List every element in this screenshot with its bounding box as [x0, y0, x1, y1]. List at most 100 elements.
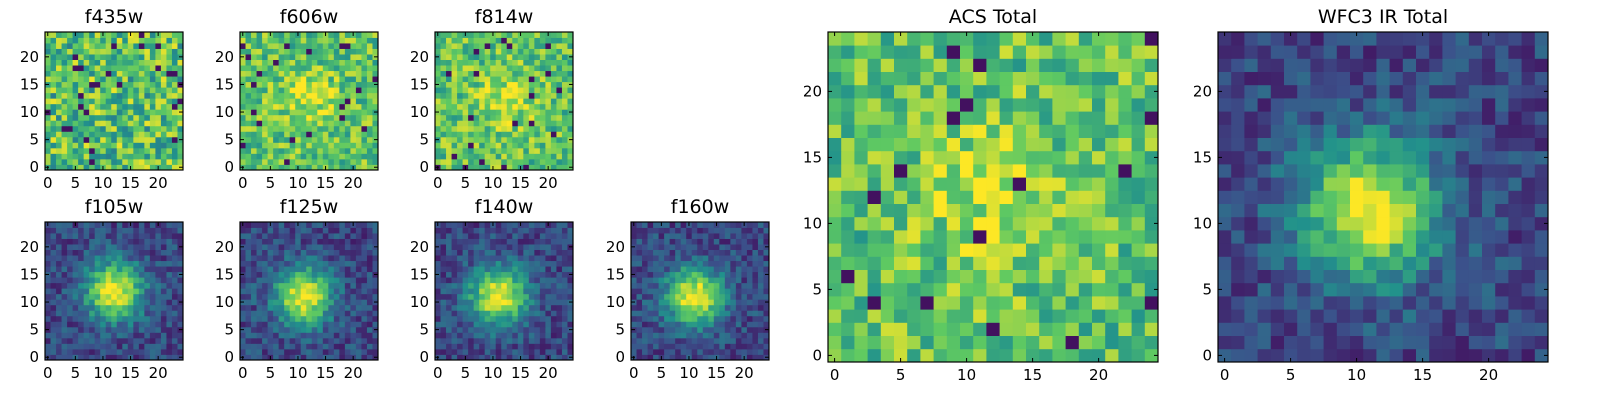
heatmap-cell — [116, 343, 123, 350]
heatmap-cell — [702, 293, 709, 300]
heatmap-cell — [708, 310, 715, 317]
heatmap-cell — [171, 332, 178, 339]
heatmap-cell — [144, 266, 151, 273]
heatmap-cell — [999, 282, 1014, 297]
heatmap-cell — [642, 321, 648, 328]
x-tick-label: 0 — [629, 364, 639, 382]
heatmap-cell — [311, 337, 318, 344]
heatmap-cell — [691, 271, 698, 278]
heatmap-cell — [166, 70, 173, 77]
heatmap-cell — [166, 304, 173, 311]
heatmap-cell — [355, 92, 362, 99]
heatmap-cell — [440, 131, 447, 138]
heatmap-cell — [669, 337, 676, 344]
heatmap-cell — [262, 277, 268, 284]
heatmap-cell — [78, 70, 85, 77]
heatmap-cell — [440, 332, 447, 339]
heatmap-cell — [78, 222, 85, 228]
heatmap-cell — [100, 76, 107, 83]
heatmap-cell — [828, 296, 842, 310]
heatmap-cell — [127, 282, 134, 289]
heatmap-cell — [83, 249, 90, 256]
heatmap-cell — [50, 136, 57, 143]
heatmap-cell — [556, 158, 563, 165]
heatmap-cell — [72, 37, 79, 44]
heatmap-cell — [245, 48, 252, 55]
heatmap-cell — [550, 288, 557, 295]
heatmap-cell — [880, 230, 895, 244]
heatmap-cell — [636, 293, 643, 300]
heatmap-cell — [67, 244, 73, 250]
heatmap-cell — [528, 65, 535, 72]
heatmap-cell — [647, 238, 654, 245]
heatmap-cell — [495, 249, 502, 256]
heatmap-cell — [490, 332, 497, 339]
heatmap-cell — [166, 54, 173, 60]
heatmap-cell — [440, 114, 447, 121]
heatmap-cell — [506, 87, 513, 94]
heatmap-cell — [1052, 243, 1066, 257]
heatmap-cell — [262, 92, 268, 99]
heatmap-cell — [155, 260, 162, 267]
heatmap-cell — [350, 244, 357, 250]
heatmap-cell — [545, 81, 552, 88]
heatmap-cell — [149, 310, 156, 317]
heatmap-cell — [267, 288, 274, 295]
heatmap-cell — [94, 43, 101, 49]
heatmap-cell — [149, 136, 156, 143]
heatmap-cell — [523, 59, 530, 66]
heatmap-cell — [273, 103, 280, 110]
heatmap-cell — [702, 321, 709, 328]
heatmap-cell — [484, 158, 491, 165]
heatmap-cell — [567, 147, 574, 154]
heatmap-cell — [138, 304, 145, 311]
heatmap-cell — [50, 354, 57, 361]
heatmap-cell — [946, 203, 961, 218]
heatmap-cell — [361, 147, 368, 154]
heatmap-cell — [653, 222, 659, 228]
heatmap-cell — [1012, 296, 1027, 310]
heatmap-cell — [457, 321, 463, 328]
heatmap-cell — [273, 125, 280, 132]
heatmap-cell — [556, 238, 563, 245]
heatmap-cell — [658, 227, 665, 234]
heatmap-cell — [284, 136, 291, 143]
heatmap-cell — [171, 299, 178, 306]
heatmap-cell — [267, 348, 274, 355]
heatmap-cell — [960, 164, 974, 178]
heatmap-cell — [528, 304, 535, 311]
heatmap-cell — [317, 131, 324, 138]
heatmap-cell — [177, 321, 184, 328]
heatmap-cell — [273, 92, 280, 99]
heatmap-cell — [267, 238, 274, 245]
heatmap-cell — [746, 227, 753, 234]
heatmap-cell — [473, 271, 480, 278]
heatmap-cell — [262, 76, 268, 83]
heatmap-cell — [149, 87, 156, 94]
heatmap-cell — [89, 109, 96, 116]
heatmap-cell — [83, 332, 90, 339]
heatmap-cell — [344, 244, 351, 250]
heatmap-cell — [267, 271, 274, 278]
heatmap-cell — [675, 249, 682, 256]
heatmap-cell — [116, 315, 123, 322]
heatmap-cell — [1105, 296, 1119, 310]
heatmap-cell — [311, 271, 318, 278]
heatmap-cell — [333, 260, 340, 267]
heatmap-cell — [462, 249, 469, 256]
heatmap-cell — [647, 299, 654, 306]
heatmap-cell — [83, 227, 90, 234]
heatmap-cell — [490, 59, 497, 66]
heatmap-cell — [89, 70, 96, 77]
heatmap-cell — [89, 304, 96, 311]
heatmap-cell — [556, 282, 563, 289]
heatmap-cell — [490, 158, 497, 165]
heatmap-cell — [333, 348, 340, 355]
heatmap-cell — [122, 293, 129, 300]
heatmap-cell — [556, 332, 563, 339]
heatmap-cell — [273, 142, 280, 149]
heatmap-cell — [561, 282, 568, 289]
heatmap-cell — [550, 37, 557, 44]
heatmap-cell — [166, 43, 173, 49]
heatmap-cell — [177, 142, 184, 149]
